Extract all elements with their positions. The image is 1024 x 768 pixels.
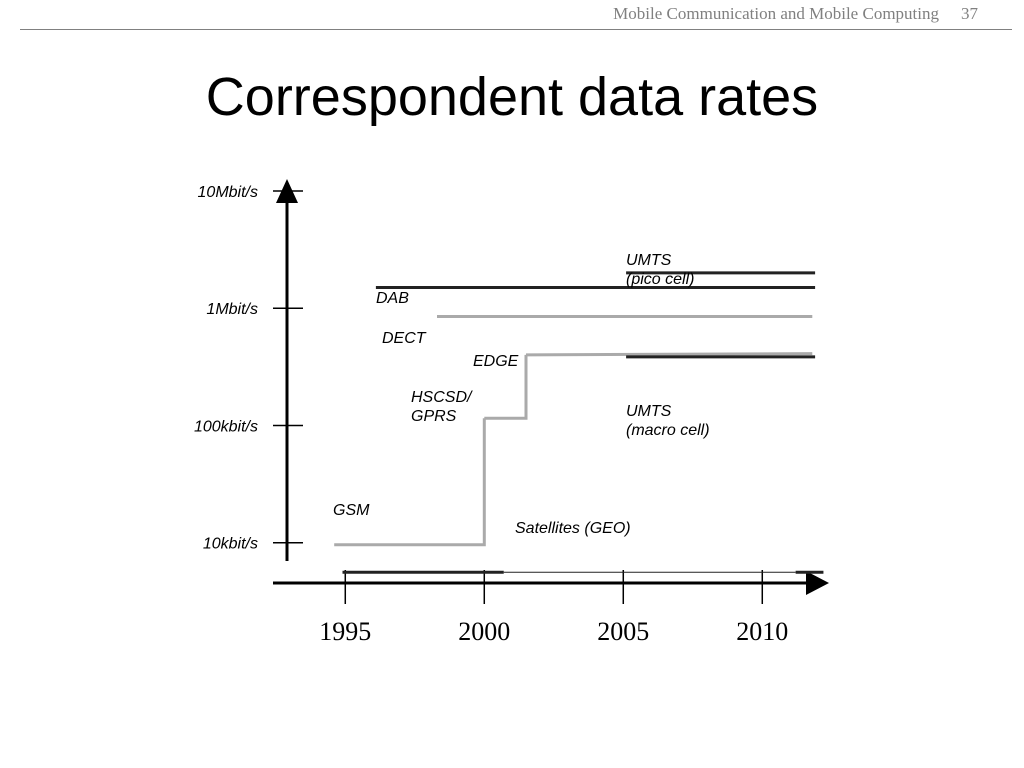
series-label-line: GSM bbox=[333, 502, 370, 519]
series-label-line: Satellites (GEO) bbox=[515, 520, 631, 537]
x-tick-label: 2010 bbox=[736, 617, 788, 646]
slide-title: Correspondent data rates bbox=[205, 67, 819, 127]
series-label-line: (pico cell) bbox=[626, 271, 694, 288]
y-tick-label: 100kbit/s bbox=[194, 418, 258, 435]
series-label-edge: EDGE bbox=[473, 353, 519, 370]
series-label-umts-pico-cell: UMTS (pico cell) bbox=[626, 252, 694, 288]
page-number: 37 bbox=[961, 4, 978, 23]
series-edge-line bbox=[525, 352, 813, 357]
series-label-dect: DECT bbox=[382, 330, 427, 347]
header-course-title: Mobile Communication and Mobile Computin… bbox=[613, 4, 939, 23]
series-hscsd-gprs-line bbox=[484, 354, 528, 420]
series-label-dab: DAB bbox=[376, 290, 409, 307]
series-label-line: UMTS bbox=[626, 403, 672, 420]
series-label-gsm: GSM bbox=[333, 502, 370, 519]
series-label-line: DECT bbox=[382, 330, 427, 347]
series-label-line: (macro cell) bbox=[626, 422, 710, 439]
series-gsm-line bbox=[334, 418, 486, 547]
series-label-line: UMTS bbox=[626, 252, 672, 269]
series-label-hscsd-gprs: HSCSD/GPRS bbox=[411, 389, 473, 425]
x-tick-label: 2000 bbox=[458, 617, 510, 646]
header-divider bbox=[20, 29, 1012, 30]
series-label-line: EDGE bbox=[473, 353, 519, 370]
x-tick-label: 2005 bbox=[597, 617, 649, 646]
y-tick-label: 10kbit/s bbox=[203, 536, 258, 553]
series-label-line: HSCSD/ bbox=[411, 389, 473, 406]
slide-header: Mobile Communication and Mobile Computin… bbox=[613, 4, 978, 24]
series-label-line: GPRS bbox=[411, 408, 457, 425]
x-tick-label: 1995 bbox=[319, 617, 371, 646]
series-label-umts-macro-cell: UMTS (macro cell) bbox=[626, 403, 710, 439]
y-tick-label: 1Mbit/s bbox=[206, 301, 258, 318]
x-axis-arrowhead bbox=[806, 571, 829, 595]
series-label-line: DAB bbox=[376, 290, 409, 307]
series-label-satellites-geo: Satellites (GEO) bbox=[515, 520, 631, 537]
y-tick-label: 10Mbit/s bbox=[198, 184, 258, 201]
